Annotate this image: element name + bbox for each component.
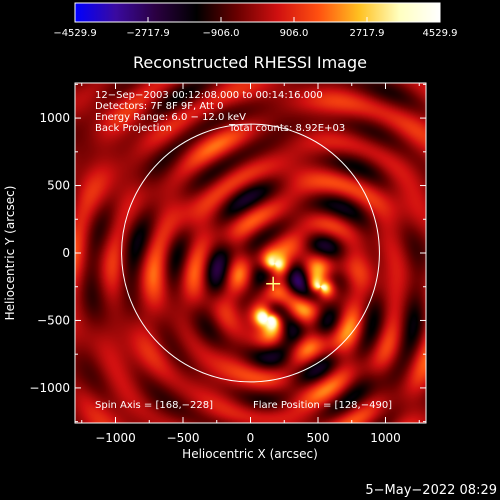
colorbar-tick-label: 906.0 <box>280 28 309 39</box>
annotation-total-counts: Total counts: 8.92E+03 <box>228 123 345 134</box>
colorbar-tick-label: −906.0 <box>202 28 239 39</box>
colorbar-tick-label: −2717.9 <box>126 28 169 39</box>
y-axis-label: Heliocentric Y (arcsec) <box>3 186 17 321</box>
y-tick-label: −1000 <box>29 381 70 395</box>
y-tick-label: −500 <box>37 313 70 327</box>
y-tick-label: 0 <box>62 246 70 260</box>
x-tick-label: 500 <box>307 431 330 445</box>
spin-axis-label: Spin Axis = [168,−228] <box>95 400 213 411</box>
y-axis-ticks: −1000 −500 0 500 1000 <box>29 83 426 423</box>
annotation-time-range: 12−Sep−2003 00:12:08.000 to 00:14:16.000 <box>95 90 323 101</box>
x-tick-label: 1000 <box>370 431 401 445</box>
annotation-energy-range: Energy Range: 6.0 − 12.0 keV <box>95 112 246 123</box>
colorbar-tick-label: −4529.9 <box>53 28 96 39</box>
annotation-method: Back Projection <box>95 123 172 134</box>
colorbar-tick-label: 2717.9 <box>349 28 384 39</box>
colorbar-ticks: −4529.9 −2717.9 −906.0 906.0 2717.9 4529.9 <box>53 17 458 39</box>
y-tick-label: 500 <box>47 179 70 193</box>
x-tick-label: −500 <box>167 431 200 445</box>
annotation-detectors: Detectors: 7F 8F 9F, Att 0 <box>95 101 223 112</box>
x-tick-label: −1000 <box>95 431 136 445</box>
colorbar <box>74 2 441 23</box>
x-axis-label: Heliocentric X (arcsec) <box>182 447 318 461</box>
spin-axis-marker <box>266 276 281 291</box>
colorbar-tick-label: 4529.9 <box>423 28 458 39</box>
chart-title: Reconstructed RHESSI Image <box>133 53 367 72</box>
x-axis-ticks: −1000 −500 0 500 1000 <box>81 83 420 445</box>
y-tick-label: 1000 <box>39 111 70 125</box>
footer-date: 5−May−2022 08:29 <box>365 483 497 498</box>
x-tick-label: 0 <box>247 431 255 445</box>
solar-limb-circle <box>121 123 380 383</box>
heatmap-image <box>75 83 426 423</box>
flare-position-label: Flare Position = [128,−490] <box>253 400 392 411</box>
